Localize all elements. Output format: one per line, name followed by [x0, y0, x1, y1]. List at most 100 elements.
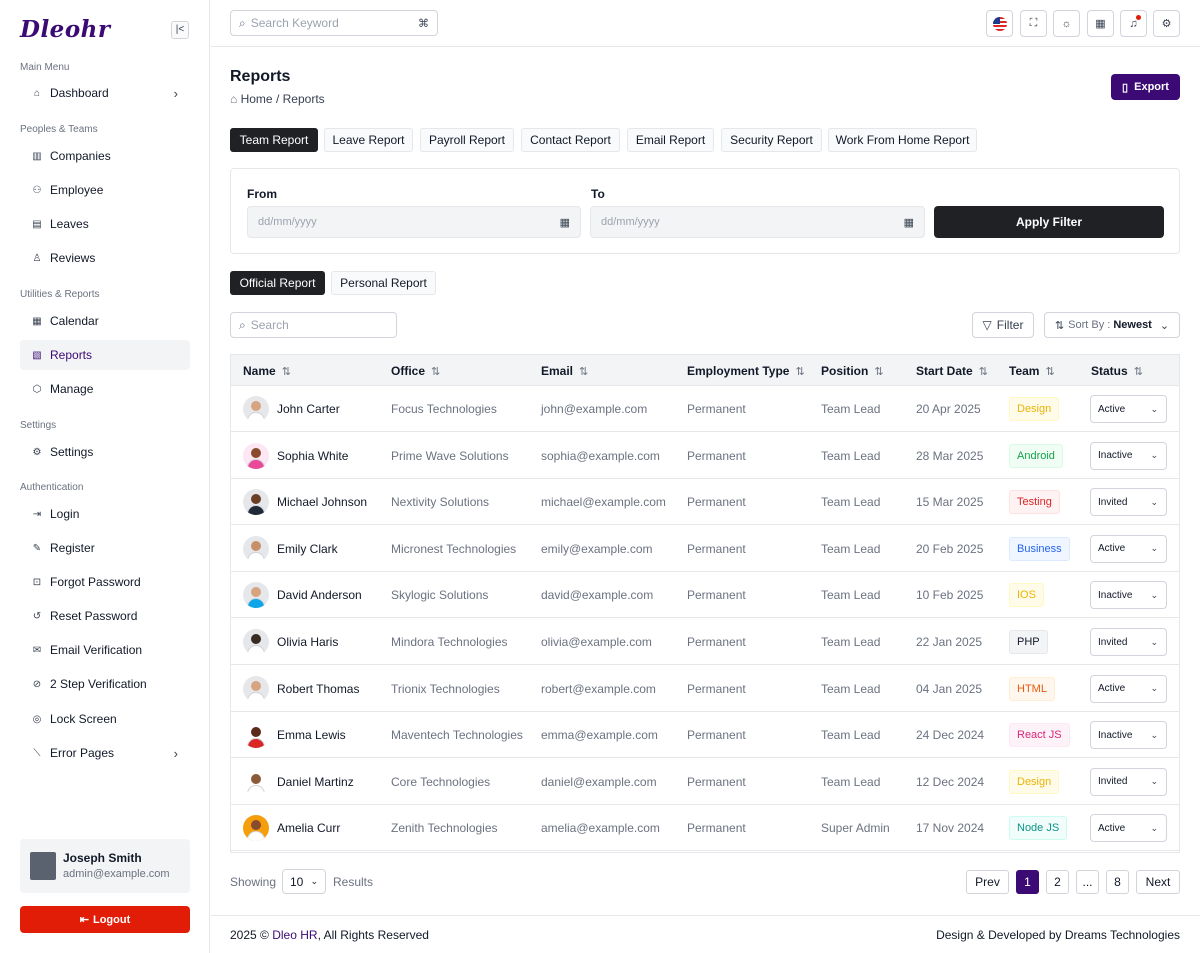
notifications-button[interactable]: ♫: [1120, 10, 1147, 37]
sidebar-item-leaves[interactable]: ▤ Leaves: [20, 209, 190, 239]
cell-name[interactable]: John Carter: [277, 402, 340, 416]
sidebar-item-reset-password[interactable]: ↺ Reset Password: [20, 601, 190, 631]
sidebar-item-settings[interactable]: ⚙ Settings: [20, 437, 190, 467]
status-select[interactable]: Invited ⌄: [1090, 488, 1167, 517]
next-page-button[interactable]: Next: [1136, 870, 1180, 894]
cell-office: Zenith Technologies: [391, 821, 498, 836]
status-select[interactable]: Active ⌄: [1090, 395, 1167, 423]
cell-name[interactable]: Robert Thomas: [277, 681, 360, 696]
tab-personal-report[interactable]: Personal Report: [331, 271, 436, 295]
cell-name[interactable]: Olivia Haris: [277, 635, 339, 649]
sidebar-item-login[interactable]: ⇥ Login: [20, 499, 190, 529]
to-date-input[interactable]: dd/mm/yyyy ▦: [590, 206, 925, 238]
sidebar-item-reports[interactable]: ▧ Reports: [20, 340, 190, 370]
status-select[interactable]: Active ⌄: [1090, 674, 1167, 703]
tab-official-report[interactable]: Official Report: [230, 271, 325, 295]
sidebar-item-email-verification[interactable]: ✉ Email Verification: [20, 635, 190, 665]
table-row[interactable]: Emma Lewis Maventech Technologies emma@exa…: [231, 712, 1179, 759]
app-logo[interactable]: Dleohr: [20, 16, 111, 43]
tab-security-report[interactable]: Security Report: [721, 128, 822, 152]
tab-work-from-home-report[interactable]: Work From Home Report: [828, 128, 977, 152]
breadcrumb-home[interactable]: Home: [240, 92, 273, 106]
sort-icon: ⇅: [1054, 319, 1065, 332]
table-row[interactable]: Sophia White Prime Wave Solutions sophia@e…: [231, 433, 1179, 479]
tab-contact-report[interactable]: Contact Report: [521, 128, 620, 152]
sort-dropdown[interactable]: ⇅ Sort By : Newest ⌄: [1044, 312, 1180, 338]
cell-name[interactable]: Emma Lewis: [277, 728, 346, 743]
tab-leave-report[interactable]: Leave Report: [324, 128, 413, 152]
page-button-2[interactable]: 2: [1046, 870, 1069, 894]
from-date-input[interactable]: dd/mm/yyyy ▦: [247, 206, 581, 238]
status-select[interactable]: Active ⌄: [1090, 534, 1167, 563]
avatar: [243, 489, 269, 516]
cell-name[interactable]: Michael Johnson: [277, 495, 368, 510]
status-select[interactable]: Inactive ⌄: [1090, 721, 1167, 750]
column-header-office[interactable]: Office ⇅: [391, 364, 441, 378]
filter-button[interactable]: ▽ Filter: [972, 312, 1034, 338]
sidebar-item-register[interactable]: ✎ Register: [20, 533, 190, 563]
status-select[interactable]: Inactive ⌄: [1090, 441, 1167, 470]
sidebar-item-dashboard[interactable]: ⌂ Dashboard ›: [20, 78, 190, 108]
team-badge: HTML: [1009, 676, 1055, 701]
column-header-name[interactable]: Name ⇅: [243, 364, 291, 378]
sidebar-item-employee[interactable]: ⚇ Employee: [20, 175, 190, 205]
sidebar-item-companies[interactable]: ▥ Companies: [20, 141, 190, 171]
collapse-sidebar-icon[interactable]: |<: [171, 21, 189, 39]
chevron-right-icon: ›: [173, 85, 178, 101]
table-row[interactable]: Michael Johnson Nextivity Solutions michae…: [231, 479, 1179, 526]
per-page-select[interactable]: 10 ⌄: [282, 869, 326, 894]
cell-name[interactable]: David Anderson: [277, 588, 362, 603]
column-header-team[interactable]: Team ⇅: [1009, 364, 1055, 378]
table-row[interactable]: Olivia Haris Mindora Technologies olivia@e…: [231, 619, 1179, 665]
cell-name[interactable]: Amelia Curr: [277, 821, 341, 836]
table-search-input[interactable]: ⌕ Search: [230, 312, 397, 338]
calendar-button[interactable]: ▦: [1087, 10, 1114, 37]
sidebar-item-error-pages[interactable]: ⟍ Error Pages ›: [20, 738, 190, 768]
column-header-employment-type[interactable]: Employment Type ⇅: [687, 364, 805, 378]
tab-payroll-report[interactable]: Payroll Report: [420, 128, 514, 152]
status-select[interactable]: Invited ⌄: [1090, 628, 1167, 656]
table-row[interactable]: Robert Thomas Trionix Technologies robert@…: [231, 666, 1179, 712]
search-input[interactable]: ⌕ Search Keyword ⌘: [230, 10, 438, 36]
footer-brand-link[interactable]: Dleo HR: [272, 928, 318, 942]
table-row[interactable]: Amelia Curr Zenith Technologies amelia@exa…: [231, 805, 1179, 852]
column-header-email[interactable]: Email ⇅: [541, 364, 589, 378]
user-email: admin@example.com: [63, 868, 170, 880]
sidebar-item-forgot-password[interactable]: ⊡ Forgot Password: [20, 567, 190, 597]
sidebar-item-manage[interactable]: ⬡ Manage: [20, 374, 190, 404]
column-header-status[interactable]: Status ⇅: [1091, 364, 1143, 378]
user-card[interactable]: Joseph Smith admin@example.com: [20, 839, 190, 893]
sidebar-item-2-step-verification[interactable]: ⊘ 2 Step Verification: [20, 669, 190, 699]
column-header-position[interactable]: Position ⇅: [821, 364, 884, 378]
status-select[interactable]: Invited ⌄: [1090, 767, 1167, 796]
status-select[interactable]: Inactive ⌄: [1090, 581, 1167, 610]
tab-team-report[interactable]: Team Report: [230, 128, 318, 152]
export-button[interactable]: ▯ Export: [1111, 74, 1180, 100]
cell-name[interactable]: Sophia White: [277, 448, 349, 463]
tab-email-report[interactable]: Email Report: [627, 128, 714, 152]
status-select[interactable]: Active ⌄: [1090, 814, 1167, 843]
sidebar-item-reviews[interactable]: ♙ Reviews: [20, 243, 190, 273]
sidebar-item-lock-screen[interactable]: ◎ Lock Screen: [20, 704, 190, 734]
prev-page-button[interactable]: Prev: [966, 870, 1009, 894]
cell-position: Team Lead: [821, 728, 881, 743]
fullscreen-button[interactable]: ⛶: [1020, 10, 1047, 37]
sidebar-item-label: Leaves: [50, 217, 89, 231]
table-row[interactable]: Emily Clark Micronest Technologies emily@e…: [231, 526, 1179, 572]
settings-button[interactable]: ⚙: [1153, 10, 1180, 37]
table-row[interactable]: Daniel Martinz Core Technologies daniel@ex…: [231, 759, 1179, 805]
logout-button[interactable]: ⇤ Logout: [20, 906, 190, 933]
sidebar-item-calendar[interactable]: ▦ Calendar: [20, 306, 190, 336]
theme-toggle-button[interactable]: ☼: [1053, 10, 1080, 37]
page-button-8[interactable]: 8: [1106, 870, 1129, 894]
chevron-down-icon: ⌄: [1150, 683, 1158, 694]
table-row[interactable]: David Anderson Skylogic Solutions david@ex…: [231, 572, 1179, 619]
check-circle-icon: ⊘: [32, 678, 42, 690]
cell-name[interactable]: Daniel Martinz: [277, 774, 354, 789]
page-button-1[interactable]: 1: [1016, 870, 1039, 894]
flag-us-button[interactable]: [986, 10, 1013, 37]
table-row[interactable]: John Carter Focus Technologies john@exampl…: [231, 386, 1179, 432]
cell-name[interactable]: Emily Clark: [277, 541, 338, 556]
apply-filter-button[interactable]: Apply Filter: [934, 206, 1164, 238]
column-header-start-date[interactable]: Start Date ⇅: [916, 364, 988, 378]
